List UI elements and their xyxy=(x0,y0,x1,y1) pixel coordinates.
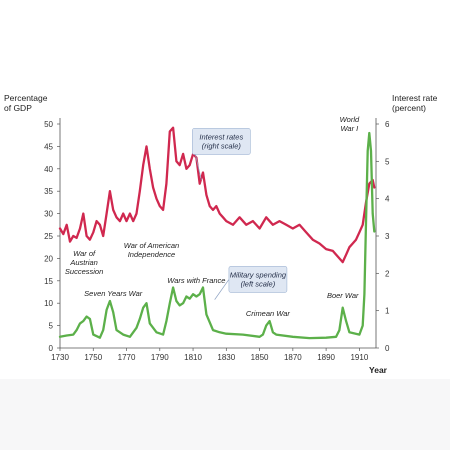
event-annotation: War of Austrian Succession xyxy=(65,249,103,276)
event-annotation-line: Succession xyxy=(65,267,103,276)
event-annotation-line: Austrian xyxy=(69,258,98,267)
x-tick-label: 1790 xyxy=(151,353,169,362)
callout-label: Interest rates (right scale) xyxy=(199,132,243,150)
callout-leader-line xyxy=(214,279,230,300)
right-tick-label: 1 xyxy=(385,307,390,316)
footer-band xyxy=(0,379,450,450)
left-tick-label: 30 xyxy=(44,210,53,219)
event-annotation-line: Boer War xyxy=(327,291,359,300)
callout-box xyxy=(192,128,251,155)
callout-label-line: Military spending xyxy=(230,270,287,279)
event-annotation-line: Crimean War xyxy=(246,309,291,318)
callout-label-line: (right scale) xyxy=(202,141,242,150)
callout-box xyxy=(228,266,288,293)
interest-series-line xyxy=(58,126,376,264)
left-tick-label: 40 xyxy=(44,165,53,174)
left-tick-label: 20 xyxy=(44,254,53,263)
event-annotation-line: World xyxy=(340,115,360,124)
x-tick-label: 1850 xyxy=(251,353,269,362)
x-axis-title: Year xyxy=(369,365,388,375)
right-tick-label: 3 xyxy=(385,232,390,241)
left-tick-label: 35 xyxy=(44,187,53,196)
callout-label-line: (left scale) xyxy=(241,279,276,288)
right-tick-label: 0 xyxy=(385,344,390,353)
event-annotation-line: War I xyxy=(340,124,358,133)
event-annotation: Crimean War xyxy=(246,309,291,318)
event-annotation-line: War of xyxy=(73,249,96,258)
left-tick-label: 10 xyxy=(44,299,53,308)
x-tick-label: 1890 xyxy=(317,353,335,362)
event-annotation: Boer War xyxy=(327,291,359,300)
right-axis-title-line: (percent) xyxy=(392,103,426,113)
callout-label: Military spending (left scale) xyxy=(230,270,287,288)
x-tick-label: 1810 xyxy=(184,353,202,362)
left-axis-title: Percentage of GDP xyxy=(4,93,48,113)
right-axis-title-line: Interest rate xyxy=(392,93,438,103)
left-tick-label: 15 xyxy=(44,277,53,286)
event-annotation: War of American Independence xyxy=(124,241,179,259)
left-axis-title-line: of GDP xyxy=(4,103,32,113)
annotation-layer: War of Austrian Succession Seven Years War W… xyxy=(65,115,360,318)
left-tick-label: 45 xyxy=(44,142,53,151)
military-series-line xyxy=(58,131,376,340)
event-annotation-line: Wars with France xyxy=(167,276,225,285)
x-tick-label: 1730 xyxy=(51,353,69,362)
right-tick-label: 4 xyxy=(385,195,390,204)
event-annotation: Seven Years War xyxy=(84,289,143,298)
left-tick-label: 50 xyxy=(44,120,53,129)
x-tick-label: 1770 xyxy=(118,353,136,362)
event-annotation-line: War of American xyxy=(124,241,179,250)
event-annotation: Wars with France xyxy=(167,276,225,285)
left-tick-label: 25 xyxy=(44,232,53,241)
left-tick-label: 5 xyxy=(49,322,54,331)
event-annotation-line: Seven Years War xyxy=(84,289,143,298)
event-annotation: World War I xyxy=(340,115,360,133)
left-axis-title-line: Percentage xyxy=(4,93,48,103)
x-tick-label: 1750 xyxy=(84,353,102,362)
event-annotation-line: Independence xyxy=(128,250,176,259)
right-axis-title: Interest rate (percent) xyxy=(392,93,438,113)
series-layer xyxy=(58,126,376,340)
right-tick-label: 2 xyxy=(385,269,390,278)
right-tick-label: 6 xyxy=(385,120,390,129)
right-tick-label: 5 xyxy=(385,157,390,166)
callout-label-line: Interest rates xyxy=(199,132,243,141)
x-tick-label: 1870 xyxy=(284,353,302,362)
x-tick-label: 1830 xyxy=(217,353,235,362)
x-tick-label: 1910 xyxy=(350,353,368,362)
left-tick-label: 0 xyxy=(49,344,54,353)
